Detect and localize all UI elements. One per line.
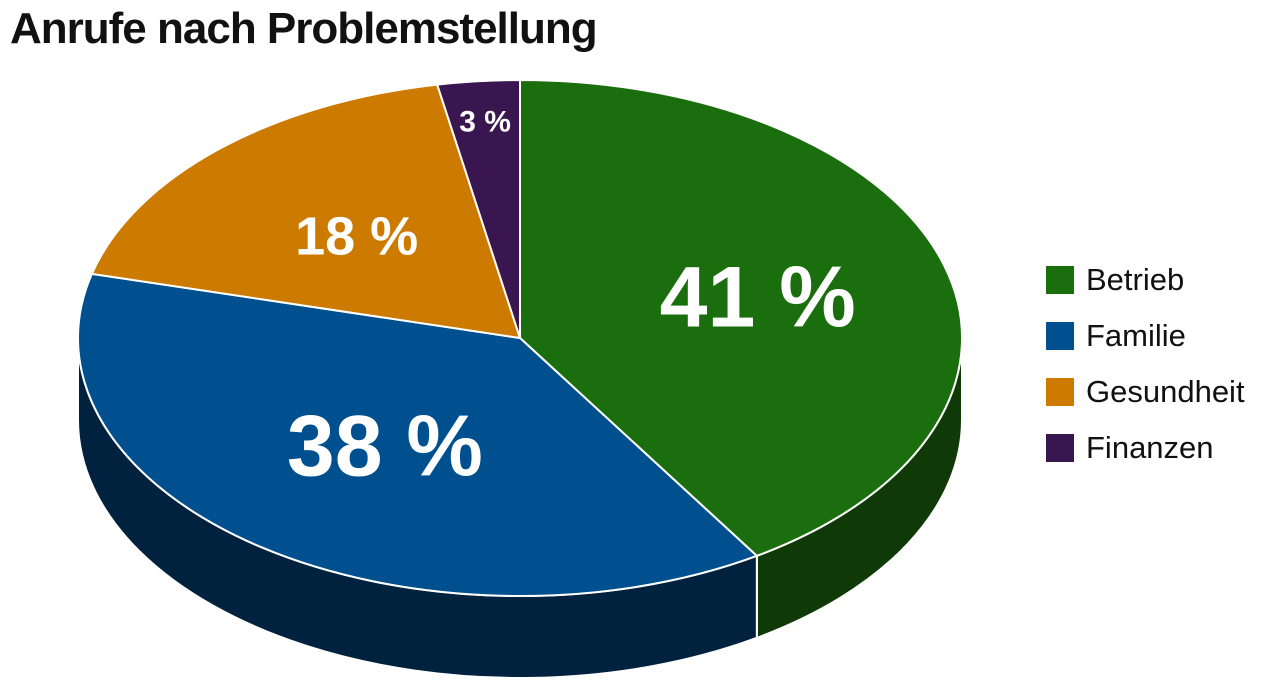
- pie-top-slices: [77, 79, 963, 597]
- pie-slice-labels: 41 % 38 % 18 % 3 %: [287, 106, 856, 495]
- pie-chart: 41 % 38 % 18 % 3 %: [77, 79, 963, 679]
- slice-label-finanzen: 3 %: [459, 106, 511, 139]
- legend-item-gesundheit: Gesundheit: [1046, 364, 1245, 420]
- legend-swatch: [1046, 434, 1074, 462]
- pie-slice-betrieb: [519, 79, 963, 557]
- legend-item-betrieb: Betrieb: [1046, 252, 1245, 308]
- slice-label-gesundheit: 18 %: [295, 206, 418, 266]
- legend-swatch: [1046, 266, 1074, 294]
- legend-swatch: [1046, 322, 1074, 350]
- chart-title: Anrufe nach Problemstellung: [10, 4, 598, 53]
- legend-label: Gesundheit: [1086, 374, 1245, 409]
- legend-label: Familie: [1086, 318, 1186, 353]
- legend-label: Betrieb: [1086, 262, 1185, 297]
- pie-slice-gesundheit: [90, 83, 521, 339]
- legend-item-finanzen: Finanzen: [1046, 420, 1245, 476]
- slice-label-familie: 38 %: [287, 399, 483, 495]
- pie-slice-familie: [77, 272, 758, 597]
- legend-swatch: [1046, 378, 1074, 406]
- legend-label: Finanzen: [1086, 430, 1214, 465]
- legend: Betrieb Familie Gesundheit Finanzen: [1046, 252, 1245, 476]
- pie-slice-finanzen: [436, 79, 521, 339]
- legend-item-familie: Familie: [1046, 308, 1245, 364]
- slice-label-betrieb: 41 %: [660, 250, 856, 346]
